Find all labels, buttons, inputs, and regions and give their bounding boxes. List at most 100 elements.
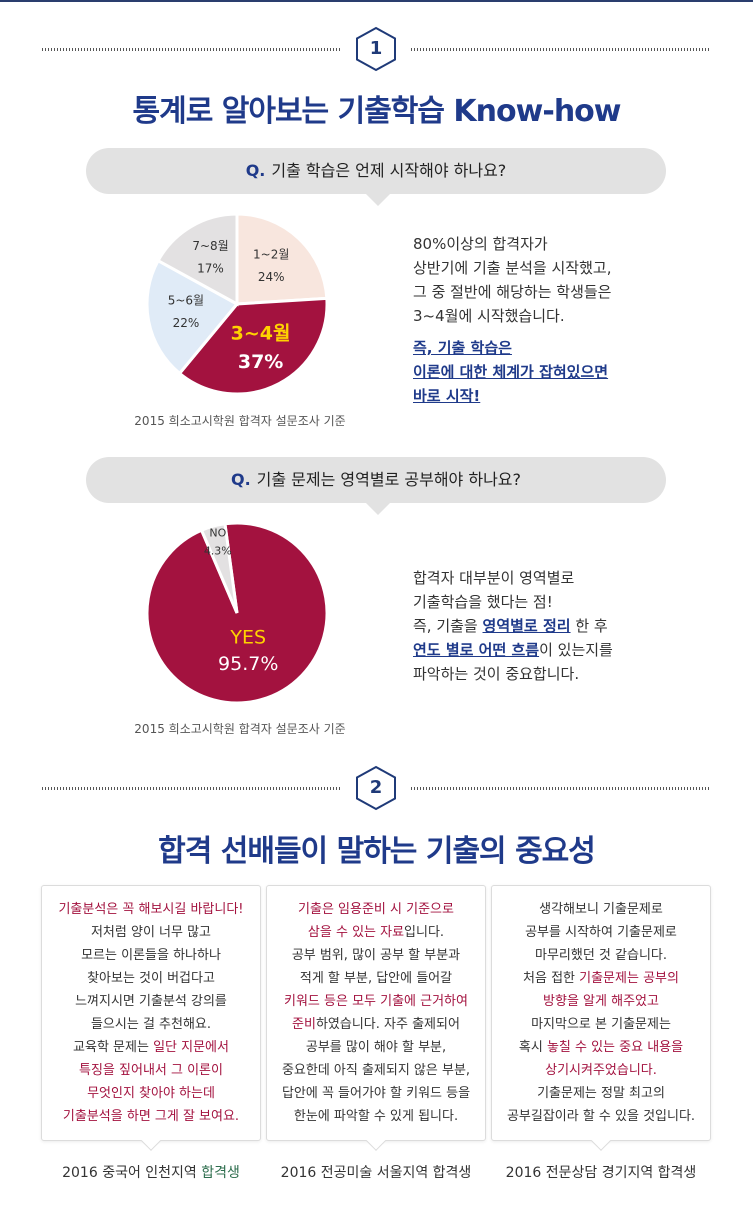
testimonial-line: 기출문제는 정말 최고의 (498, 1082, 704, 1105)
question-1-bubble: Q. 기출 학습은 언제 시작해야 하나요? (86, 148, 666, 206)
testimonial-line: 찾아보는 것이 버겁다고 (48, 967, 254, 990)
section-number: 1 (369, 38, 383, 59)
testimonial-text: 들으시는 걸 추천해요. (90, 1017, 212, 1032)
slice-label: 1~2월 (253, 248, 289, 262)
section-1-header: 1 (0, 26, 753, 72)
section-number: 2 (369, 777, 383, 798)
testimonial-line: 한눈에 파악할 수 있게 됩니다. (273, 1105, 479, 1128)
dotted-divider-right (411, 787, 711, 790)
dotted-divider-left (42, 48, 342, 51)
testimonial-text: 처음 접한 (523, 971, 580, 986)
highlight-text: 놓칠 수 있는 중요 내용을 (546, 1040, 684, 1055)
desc-text: 한 후 (570, 617, 608, 635)
highlight-line: 이론에 대한 체계가 잡혀있으면 (413, 363, 609, 381)
testimonial-text: 공부를 시작하여 기출문제로 (525, 925, 677, 940)
testimonial-line: 교육학 문제는 일단 지문에서 (48, 1036, 254, 1059)
desc-line: 파악하는 것이 중요합니다. (413, 665, 580, 683)
highlight-text: 준비 (292, 1017, 316, 1032)
dotted-divider-left (42, 787, 342, 790)
highlight-text: 무엇인지 찾아야 하는데 (87, 1086, 215, 1101)
q-mark: Q. (245, 161, 266, 180)
highlight-line: 즉, 기출 학습은 (413, 339, 512, 357)
testimonial-text: 생각해보니 기출문제로 (539, 902, 663, 917)
slice-value-label: 24% (258, 270, 285, 284)
author-text: 2016 전공미술 서울지역 합격생 (280, 1165, 472, 1181)
testimonial-text: 교육학 문제는 (73, 1040, 154, 1055)
testimonial-line: 공부길잡이라 할 수 있을 것입니다. (498, 1105, 704, 1128)
slice-label: YES (229, 627, 266, 649)
section-2-title: 합격 선배들이 말하는 기출의 중요성 (158, 834, 596, 869)
slice-value-label: 95.7% (218, 653, 278, 675)
testimonial-line: 준비하였습니다. 자주 출제되어 (273, 1013, 479, 1036)
highlight-text: 특징을 짚어내서 그 이론이 (79, 1063, 223, 1078)
testimonial-line: 무엇인지 찾아야 하는데 (48, 1082, 254, 1105)
testimonial-line: 답안에 꼭 들어가야 할 키워드 등을 (273, 1082, 479, 1105)
testimonial-line: 기출은 임용준비 시 기준으로 (273, 898, 479, 921)
highlight-text: 삼을 수 있는 자료 (307, 925, 405, 940)
pie-slice (199, 522, 239, 614)
dotted-divider-right (411, 48, 711, 51)
testimonial-text: 공부 범위, 많이 공부 할 부분과 (291, 948, 461, 963)
slice-label: NO (209, 527, 226, 540)
testimonial-line: 키워드 등은 모두 기출에 근거하여 (273, 990, 479, 1013)
highlight-text: 연도 별로 어떤 흐름 (413, 641, 540, 659)
testimonial-text: 하였습니다. 자주 출제되어 (315, 1017, 460, 1032)
pie-chart-start-period: 1~2월 24% 3~4월 37% 5~6월 22% 7~8월 17% (146, 213, 328, 395)
q1-description: 80%이상의 합격자가 상반기에 기출 분석을 시작했고, 그 중 절반에 해당… (413, 232, 733, 408)
testimonial-text: 공부길잡이라 할 수 있을 것입니다. (506, 1109, 696, 1124)
bubble-tail (366, 503, 390, 515)
testimonial-text: 기출문제는 정말 최고의 (537, 1086, 665, 1101)
desc-text: 이 있는지를 (539, 641, 613, 659)
testimonial-line: 마무리했던 것 같습니다. (498, 944, 704, 967)
testimonial-line: 삼을 수 있는 자료입니다. (273, 921, 479, 944)
question-2-bubble: Q. 기출 문제는 영역별로 공부해야 하나요? (86, 457, 666, 515)
testimonial-text: 공부를 많이 해야 할 부분, (305, 1040, 447, 1055)
highlight-text: 일단 지문에서 (153, 1040, 229, 1055)
section-2-header: 2 (0, 765, 753, 811)
testimonial-line: 기출분석은 꼭 해보시길 바랍니다! (48, 898, 254, 921)
testimonial-text: 적게 할 부분, 답안에 들어갈 (299, 971, 453, 986)
testimonial-line: 생각해보니 기출문제로 (498, 898, 704, 921)
desc-line: 상반기에 기출 분석을 시작했고, (413, 259, 612, 277)
desc-line: 80%이상의 합격자가 (413, 235, 548, 253)
author-text: 2016 전문상담 경기지역 합격생 (505, 1165, 697, 1181)
highlight-text: 기출분석을 하면 그게 잘 보여요. (62, 1109, 240, 1124)
testimonial-text: 혹시 (518, 1040, 547, 1055)
survey-source: 2015 희소고시학원 합격자 설문조사 기준 (134, 414, 346, 428)
testimonial-text: 느껴지시면 기출분석 강의를 (75, 994, 227, 1009)
testimonial-text: 모르는 이론들을 하나하나 (81, 948, 221, 963)
section-1-title: 통계로 알아보는 기출학습 Know-how (132, 94, 622, 129)
testimonial-author: 2016 중국어 인천지역 합격생 (41, 1162, 261, 1182)
testimonial-text: 저처럼 양이 너무 많고 (90, 925, 212, 940)
testimonial-line: 상기시켜주었습니다. (498, 1059, 704, 1082)
slice-label: 5~6월 (168, 294, 204, 308)
testimonial-text: 찾아보는 것이 버겁다고 (87, 971, 215, 986)
testimonial-line: 혹시 놓칠 수 있는 중요 내용을 (498, 1036, 704, 1059)
q2-description: 합격자 대부분이 영역별로 기출학습을 했다는 점! 즉, 기출을 영역별로 정… (413, 566, 733, 686)
author-text: 2016 중국어 인천지역 (62, 1165, 202, 1181)
testimonial-text: 마지막으로 본 기출문제는 (531, 1017, 671, 1032)
desc-line: 그 중 절반에 해당하는 학생들은 (413, 283, 612, 301)
testimonial-line: 적게 할 부분, 답안에 들어갈 (273, 967, 479, 990)
testimonial-line: 방향을 알게 해주었고 (498, 990, 704, 1013)
slice-value-label: 22% (173, 316, 200, 330)
testimonial-line: 느껴지시면 기출분석 강의를 (48, 990, 254, 1013)
question-2-text: 기출 문제는 영역별로 공부해야 하나요? (256, 470, 522, 489)
pie-slice (177, 296, 328, 395)
slice-value-label: 37% (238, 351, 283, 373)
testimonial-text: 입니다. (404, 925, 445, 940)
highlight-text: 기출문제는 공부의 (579, 971, 679, 986)
testimonial-text: 마무리했던 것 같습니다. (535, 948, 667, 963)
testimonial-text: 중요한데 아직 출제되지 않은 부분, (281, 1063, 471, 1078)
testimonial-line: 기출분석을 하면 그게 잘 보여요. (48, 1105, 254, 1128)
q-mark: Q. (230, 470, 251, 489)
highlight-text: 기출은 임용준비 시 기준으로 (298, 902, 454, 917)
testimonial-line: 저처럼 양이 너무 많고 (48, 921, 254, 944)
bubble-tail (366, 194, 390, 206)
highlight-text: 상기시켜주었습니다. (545, 1063, 657, 1078)
highlight-text: 영역별로 정리 (482, 617, 571, 635)
desc-line: 기출학습을 했다는 점! (413, 593, 553, 611)
testimonial-line: 마지막으로 본 기출문제는 (498, 1013, 704, 1036)
